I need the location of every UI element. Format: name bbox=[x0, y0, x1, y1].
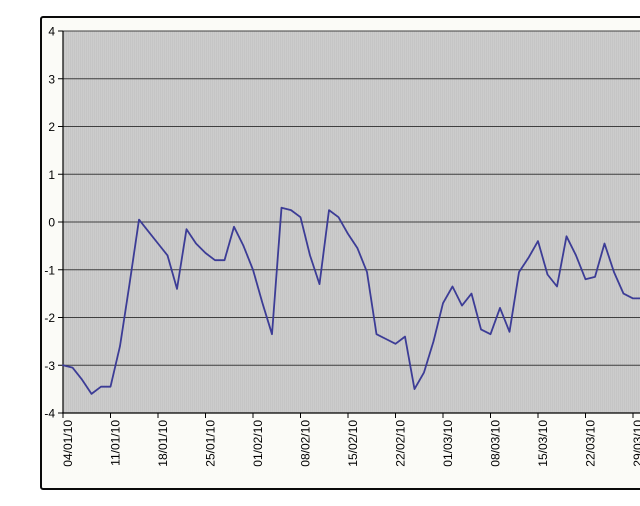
chart-canvas: 4 3 2 1 0 -1 -2 -3 -4 04/01/10 11/01/10 18/01/10 25/… bbox=[44, 25, 640, 467]
x-axis-label: 08/02/10 bbox=[299, 420, 313, 467]
y-axis-label: -1 bbox=[44, 263, 55, 277]
x-axis-label: 29/03/10 bbox=[631, 420, 640, 467]
y-axis-label: -4 bbox=[44, 407, 55, 421]
y-axis-label: -2 bbox=[44, 311, 55, 325]
x-axis-label: 11/01/10 bbox=[109, 420, 123, 466]
x-axis-label: 22/02/10 bbox=[394, 420, 408, 467]
x-axis-label: 01/02/10 bbox=[251, 420, 265, 467]
y-axis-label: 4 bbox=[48, 25, 55, 39]
x-axis-label: 01/03/10 bbox=[441, 420, 455, 467]
x-axis-label: 22/03/10 bbox=[584, 420, 598, 467]
series-line bbox=[62, 206, 640, 395]
x-axis-label: 25/01/10 bbox=[204, 420, 218, 467]
x-axis-label: 04/01/10 bbox=[61, 420, 75, 467]
y-axis-label: 1 bbox=[48, 168, 55, 182]
excel-line-chart: 4 3 2 1 0 -1 -2 -3 -4 04/01/10 11/01/10 18/01/10 25/… bbox=[40, 16, 640, 490]
x-axis-label: 15/02/10 bbox=[346, 420, 360, 467]
x-axis-label: 15/03/10 bbox=[536, 420, 550, 467]
y-axis-label: 3 bbox=[48, 72, 55, 86]
x-axis-label: 18/01/10 bbox=[156, 420, 170, 467]
x-axis-label: 08/03/10 bbox=[489, 420, 503, 467]
y-axis-label: -3 bbox=[44, 359, 55, 373]
y-axis-label: 2 bbox=[48, 120, 55, 134]
y-axis-label: 0 bbox=[48, 216, 55, 230]
